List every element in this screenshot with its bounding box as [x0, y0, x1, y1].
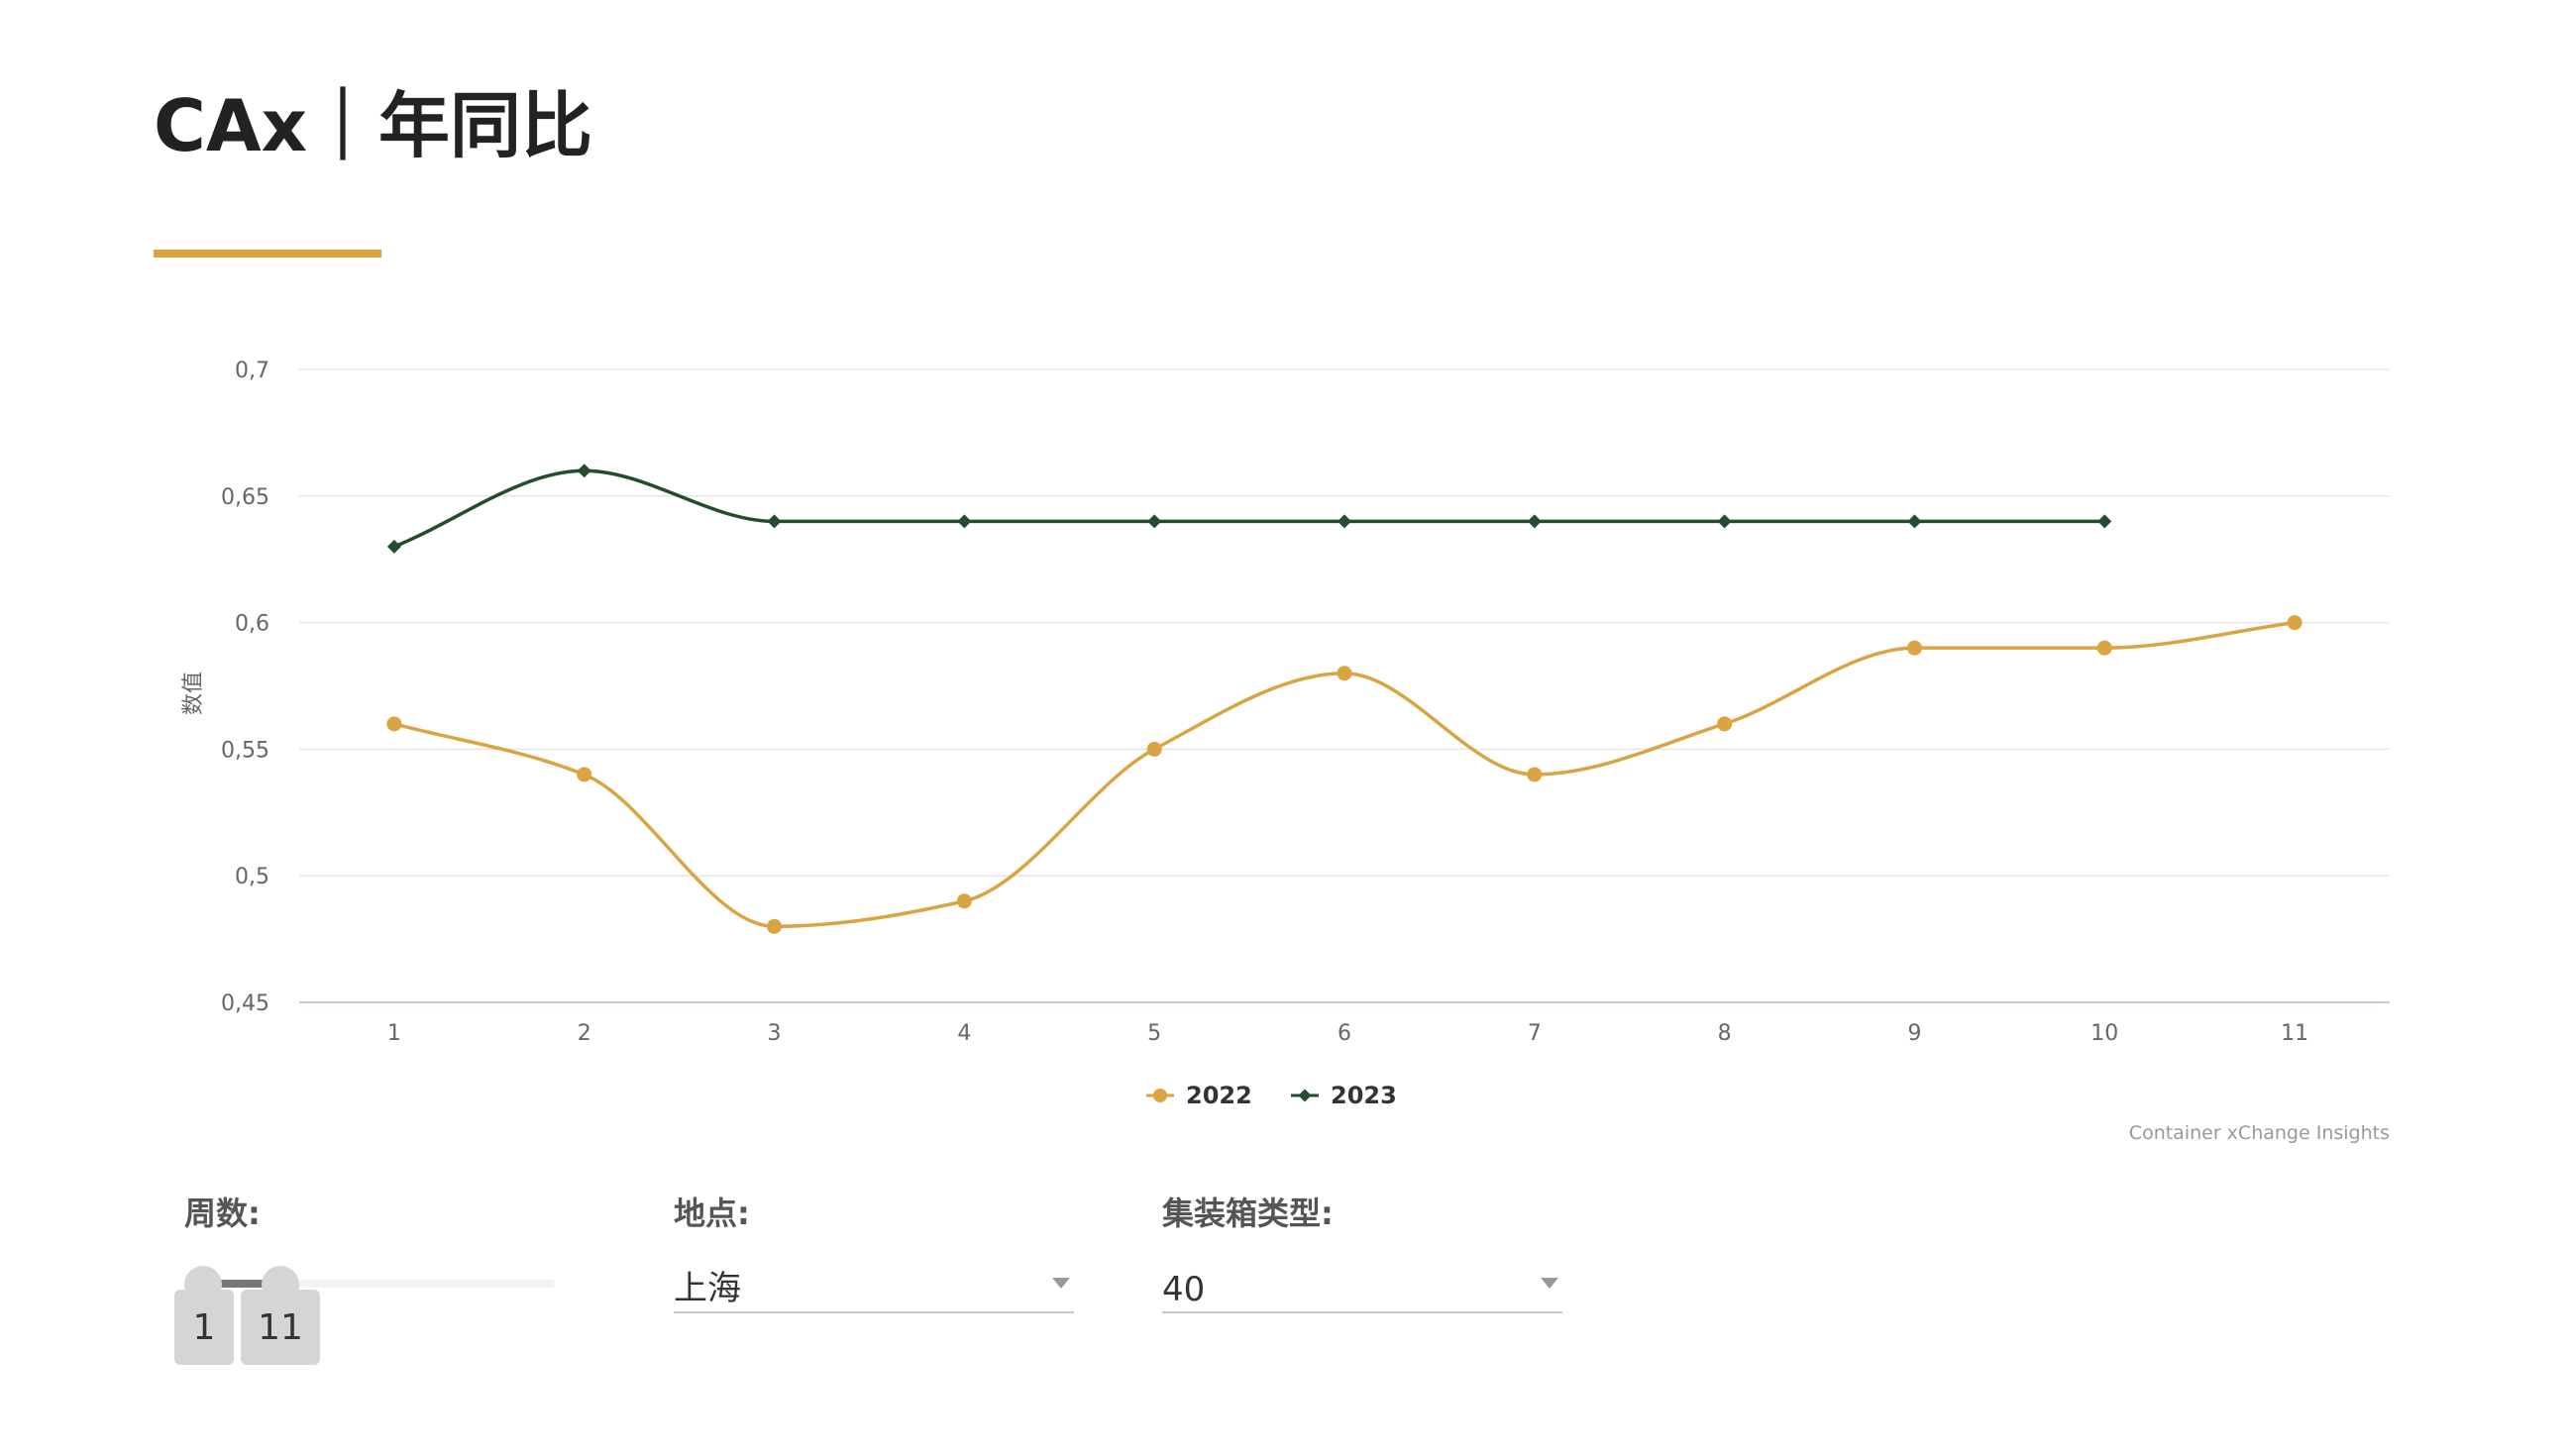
x-tick-label: 9 [1907, 1021, 1921, 1046]
y-tick-label: 0,65 [221, 485, 269, 510]
legend-symbol [1153, 1089, 1167, 1102]
y-tick-label: 0,55 [221, 738, 269, 763]
data-point-2022 [1906, 640, 1922, 656]
x-tick-label: 2 [578, 1021, 591, 1046]
y-axis-label: 数值 [181, 672, 206, 715]
line-chart: 0,45 0,5 0,55 0,6 0,65 0,7 1 2 3 4 5 6 7 8 9 10 11 数值 2… [181, 359, 2390, 1144]
week-min-value: 1 [174, 1290, 234, 1365]
container-type-value: 40 [1162, 1270, 1206, 1309]
data-point-2023 [386, 539, 401, 554]
x-tick-label: 10 [2090, 1021, 2118, 1046]
data-point-2022 [386, 716, 402, 732]
data-point-2023 [1907, 514, 1922, 529]
data-point-2023 [767, 514, 782, 529]
legend-label: 2022 [1186, 1082, 1252, 1109]
data-point-2022 [1527, 767, 1543, 782]
data-point-2022 [577, 767, 592, 782]
x-tick-label: 4 [957, 1021, 971, 1046]
chevron-down-icon [1541, 1278, 1558, 1289]
x-tick-label: 7 [1528, 1021, 1542, 1046]
weeks-label: 周数: [184, 1195, 261, 1232]
week-slider-range [203, 1280, 280, 1288]
location-value: 上海 [674, 1269, 741, 1308]
x-axis-ticks: 1 2 3 4 5 6 7 8 9 10 11 [387, 1021, 2308, 1046]
legend-label: 2023 [1331, 1082, 1397, 1109]
location-dropdown[interactable]: 上海 [674, 1268, 1074, 1313]
data-point-2022 [2287, 615, 2302, 631]
data-point-2023 [2097, 514, 2112, 529]
container-type-dropdown[interactable]: 40 [1162, 1268, 1562, 1313]
week-slider-track[interactable] [188, 1280, 555, 1288]
data-point-2023 [1717, 514, 1732, 529]
y-tick-label: 0,5 [235, 865, 269, 889]
legend-symbol [1298, 1089, 1312, 1102]
series-line-2023 [393, 468, 2105, 549]
data-point-2023 [1147, 514, 1162, 529]
page-title: CAx｜年同比 [154, 84, 593, 167]
container-type-label: 集装箱类型: [1162, 1195, 1334, 1232]
data-point-2022 [956, 893, 972, 909]
y-tick-label: 0,45 [221, 991, 269, 1016]
data-point-2022 [1146, 741, 1162, 757]
x-tick-label: 5 [1147, 1021, 1161, 1046]
location-label: 地点: [674, 1195, 750, 1232]
y-tick-label: 0,7 [235, 359, 269, 383]
x-tick-label: 11 [2281, 1021, 2308, 1046]
data-point-2022 [1717, 716, 1733, 732]
series-group [386, 464, 2302, 934]
series-line-2022 [393, 620, 2296, 929]
data-point-2023 [1338, 514, 1351, 529]
chart-credits[interactable]: Container xChange Insights [2129, 1122, 2390, 1144]
legend-item-2023[interactable]: 2023 [1291, 1082, 1397, 1109]
title-accent-bar [154, 250, 381, 258]
y-axis-ticks: 0,45 0,5 0,55 0,6 0,65 0,7 [221, 359, 269, 1016]
chevron-down-icon [1052, 1278, 1070, 1289]
x-tick-label: 1 [387, 1021, 401, 1046]
data-point-2022 [767, 918, 783, 934]
x-tick-label: 3 [768, 1021, 782, 1046]
legend-item-2022[interactable]: 2022 [1146, 1082, 1252, 1109]
legend: 2022 2023 [1146, 1082, 1397, 1109]
x-tick-label: 8 [1718, 1021, 1732, 1046]
week-max-value: 11 [241, 1290, 320, 1365]
data-point-2023 [957, 514, 972, 529]
data-point-2022 [1337, 666, 1352, 681]
x-tick-label: 6 [1338, 1021, 1351, 1046]
y-tick-label: 0,6 [235, 612, 269, 637]
data-point-2022 [2096, 640, 2112, 656]
data-point-2023 [1527, 514, 1542, 529]
data-point-2023 [577, 464, 591, 478]
grid-lines [299, 368, 2390, 1003]
